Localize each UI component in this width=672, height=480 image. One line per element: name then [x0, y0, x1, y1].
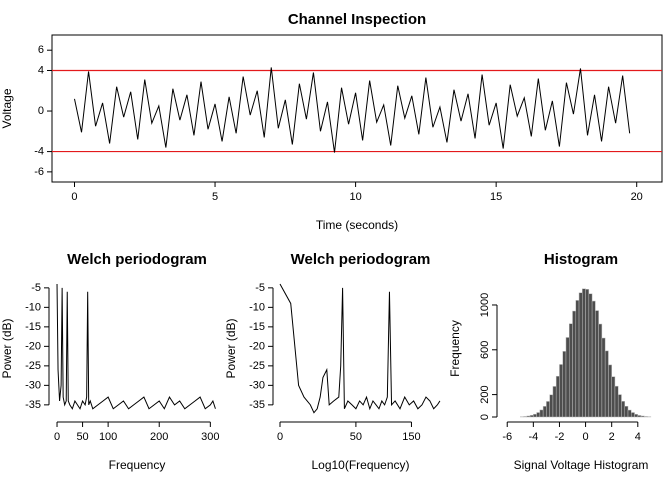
- histogram-bar: [575, 300, 580, 418]
- histogram-bar: [601, 337, 606, 418]
- x-tick-label: -2: [555, 431, 565, 443]
- y-tick-label: 0: [38, 105, 44, 117]
- y-tick-label: -25: [25, 360, 41, 372]
- histogram-bar: [552, 386, 557, 418]
- y-tick-label: -15: [25, 321, 41, 333]
- y-tick-label: 0: [479, 414, 491, 420]
- histogram-bar: [614, 385, 619, 418]
- x-tick-label: 15: [490, 191, 502, 203]
- x-tick-label: 150: [402, 431, 420, 443]
- histogram-bar: [604, 350, 609, 418]
- histogram-bar: [565, 337, 570, 418]
- histogram-bar: [598, 323, 603, 418]
- x-tick-label: 100: [99, 431, 117, 443]
- x-tick-label: 10: [349, 191, 361, 203]
- y-tick-label: 600: [479, 341, 491, 359]
- chart-title: Histogram: [544, 251, 618, 268]
- histogram-bar: [536, 412, 541, 418]
- y-tick-label: -4: [34, 145, 44, 157]
- x-tick-label: 5: [212, 191, 218, 203]
- histogram-bar: [637, 415, 642, 418]
- y-axis-label: Voltage: [0, 88, 14, 128]
- histogram-bar: [582, 288, 586, 418]
- x-axis-label: Time (seconds): [316, 218, 398, 232]
- histogram-bar: [562, 351, 567, 418]
- histogram-bar: [529, 415, 534, 418]
- histogram-bar: [549, 394, 554, 418]
- histogram-bar: [568, 323, 573, 418]
- data-line: [74, 67, 631, 153]
- y-axis-label: Power (dB): [0, 318, 14, 378]
- histogram-bar: [627, 409, 632, 418]
- y-tick-label: -6: [34, 166, 44, 178]
- y-tick-label: -10: [249, 301, 265, 313]
- histogram-bar: [640, 415, 645, 418]
- x-tick-label: -4: [528, 431, 538, 443]
- histogram-bar: [585, 289, 590, 418]
- x-tick-label: 50: [350, 431, 362, 443]
- x-tick-label: 200: [150, 431, 168, 443]
- chart-title: Welch periodogram: [67, 251, 207, 268]
- histogram-bar: [523, 416, 528, 418]
- histogram-bar: [546, 401, 550, 418]
- x-tick-label: 0: [583, 431, 589, 443]
- y-tick-label: -25: [249, 360, 265, 372]
- y-tick-label: -35: [25, 399, 41, 411]
- y-axis-label: Power (dB): [224, 318, 238, 378]
- histogram-bar: [542, 406, 547, 418]
- y-tick-label: 1000: [479, 293, 491, 317]
- chart-title: Welch periodogram: [291, 251, 431, 268]
- histogram-bar: [631, 412, 635, 418]
- y-tick-label: -10: [25, 301, 41, 313]
- y-tick-label: 6: [38, 44, 44, 56]
- x-tick-label: 20: [631, 191, 643, 203]
- data-line: [56, 283, 216, 410]
- x-tick-label: 300: [201, 431, 219, 443]
- histogram-bar: [539, 409, 544, 418]
- x-tick-label: 0: [277, 431, 283, 443]
- histogram-bar: [588, 293, 593, 418]
- histogram-bar: [634, 414, 639, 418]
- histogram-bar: [572, 310, 577, 418]
- y-tick-label: -30: [249, 379, 265, 391]
- chart-title: Channel Inspection: [288, 11, 426, 28]
- histogram-bar: [591, 300, 596, 418]
- histogram-bar: [617, 394, 622, 418]
- histogram-bar: [644, 416, 648, 418]
- y-axis-label: Frequency: [448, 320, 462, 377]
- y-tick-label: -15: [249, 321, 265, 333]
- y-tick-label: -5: [31, 282, 41, 294]
- x-tick-label: -6: [502, 431, 512, 443]
- x-tick-label: 50: [76, 431, 88, 443]
- histogram-bar: [526, 415, 531, 418]
- histogram-bar: [533, 413, 537, 418]
- y-tick-label: 200: [479, 385, 491, 403]
- y-tick-label: -5: [255, 282, 265, 294]
- y-tick-label: -35: [249, 399, 265, 411]
- histogram-bar: [595, 310, 599, 418]
- x-axis-label: Log10(Frequency): [311, 458, 409, 472]
- y-tick-label: -20: [25, 340, 41, 352]
- histogram-bar: [621, 401, 625, 418]
- x-tick-label: 0: [54, 431, 60, 443]
- y-tick-label: 4: [38, 64, 44, 76]
- histogram-bar: [578, 292, 583, 418]
- x-axis-label: Signal Voltage Histogram: [514, 458, 649, 472]
- data-line: [279, 283, 441, 414]
- x-tick-label: 2: [609, 431, 615, 443]
- histogram-bar: [624, 405, 629, 418]
- x-axis-label: Frequency: [109, 458, 166, 472]
- y-tick-label: -20: [249, 340, 265, 352]
- y-tick-label: -30: [25, 379, 41, 391]
- x-tick-label: 4: [635, 431, 641, 443]
- plot-frame: [51, 34, 663, 183]
- histogram-bar: [559, 364, 563, 418]
- x-tick-label: 0: [71, 191, 77, 203]
- histogram-bar: [611, 376, 616, 418]
- histogram-bar: [608, 364, 612, 418]
- histogram-bar: [555, 375, 560, 418]
